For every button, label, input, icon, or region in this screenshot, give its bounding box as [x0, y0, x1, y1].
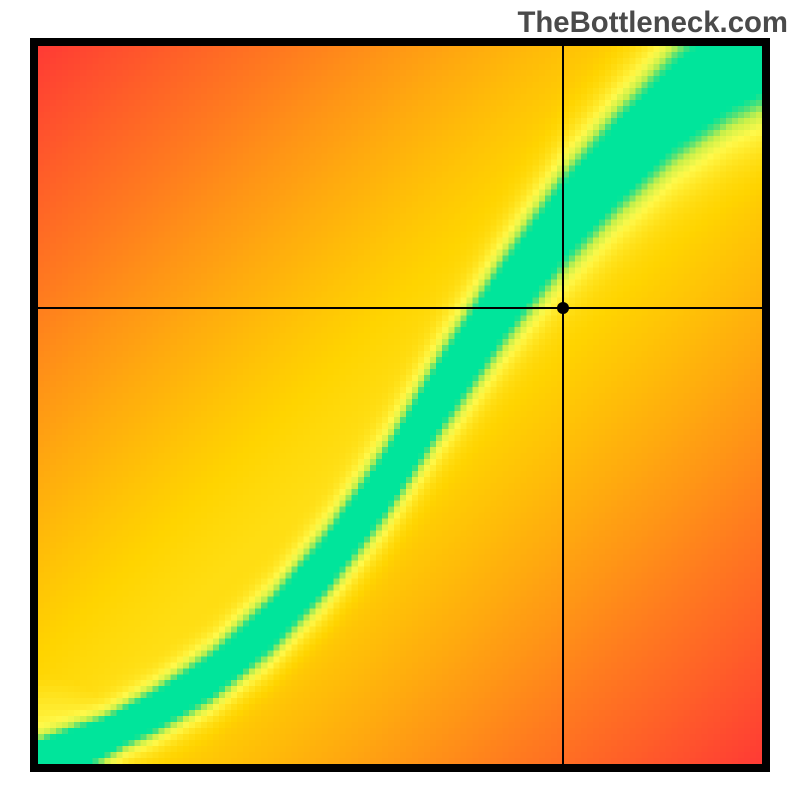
crosshair-horizontal — [38, 307, 762, 309]
crosshair-vertical — [562, 46, 564, 764]
plot-border — [30, 38, 770, 772]
chart-frame: { "attribution": { "text": "TheBottlenec… — [0, 0, 800, 800]
crosshair-marker — [557, 302, 569, 314]
attribution-text: TheBottleneck.com — [517, 6, 788, 40]
